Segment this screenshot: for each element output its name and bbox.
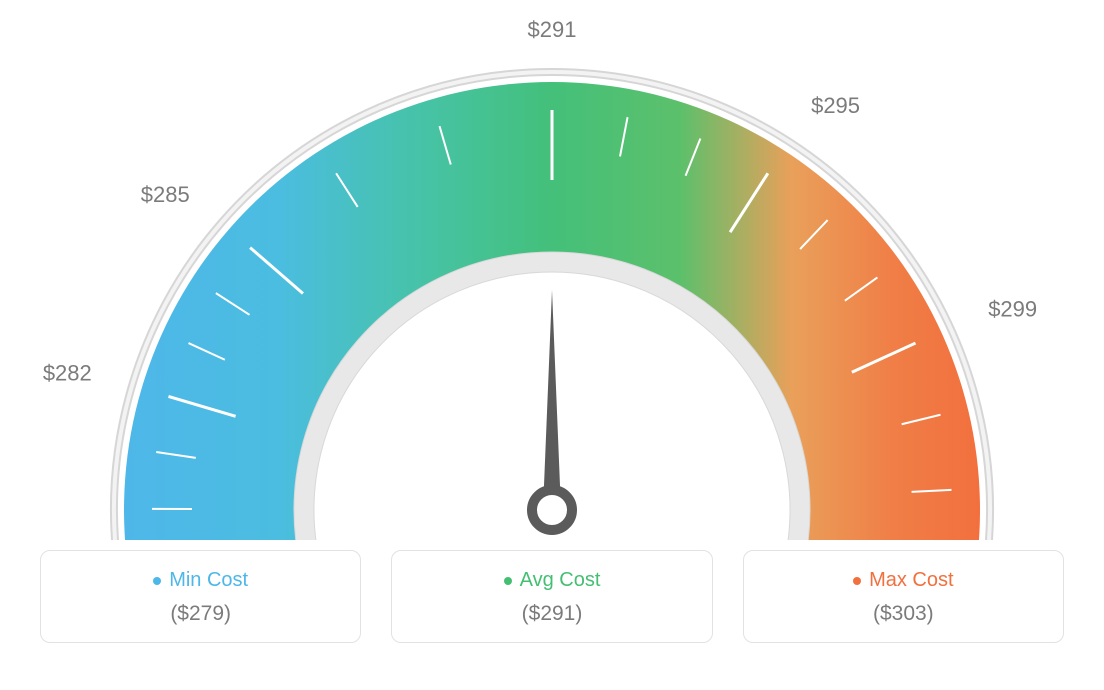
legend-value-avg: ($291) xyxy=(402,602,701,626)
legend-label-avg: Avg Cost xyxy=(504,569,601,592)
legend-row: Min Cost ($279) Avg Cost ($291) Max Cost… xyxy=(0,550,1104,643)
legend-value-min: ($279) xyxy=(51,602,350,626)
legend-value-max: ($303) xyxy=(754,602,1053,626)
gauge-tick-label: $282 xyxy=(43,361,92,386)
gauge-svg: $279$282$285$291$295$299$303 xyxy=(0,0,1104,540)
gauge-tick-label: $291 xyxy=(528,17,577,42)
legend-box-min: Min Cost ($279) xyxy=(40,550,361,643)
legend-label-max: Max Cost xyxy=(853,569,953,592)
gauge-needle-hub xyxy=(532,490,572,530)
legend-box-max: Max Cost ($303) xyxy=(743,550,1064,643)
gauge-chart: $279$282$285$291$295$299$303 xyxy=(0,0,1104,540)
legend-box-avg: Avg Cost ($291) xyxy=(391,550,712,643)
legend-label-min: Min Cost xyxy=(153,569,248,592)
gauge-needle xyxy=(543,290,561,510)
gauge-tick-label: $299 xyxy=(988,297,1037,322)
gauge-tick-label: $285 xyxy=(141,182,190,207)
gauge-tick-label: $295 xyxy=(811,93,860,118)
